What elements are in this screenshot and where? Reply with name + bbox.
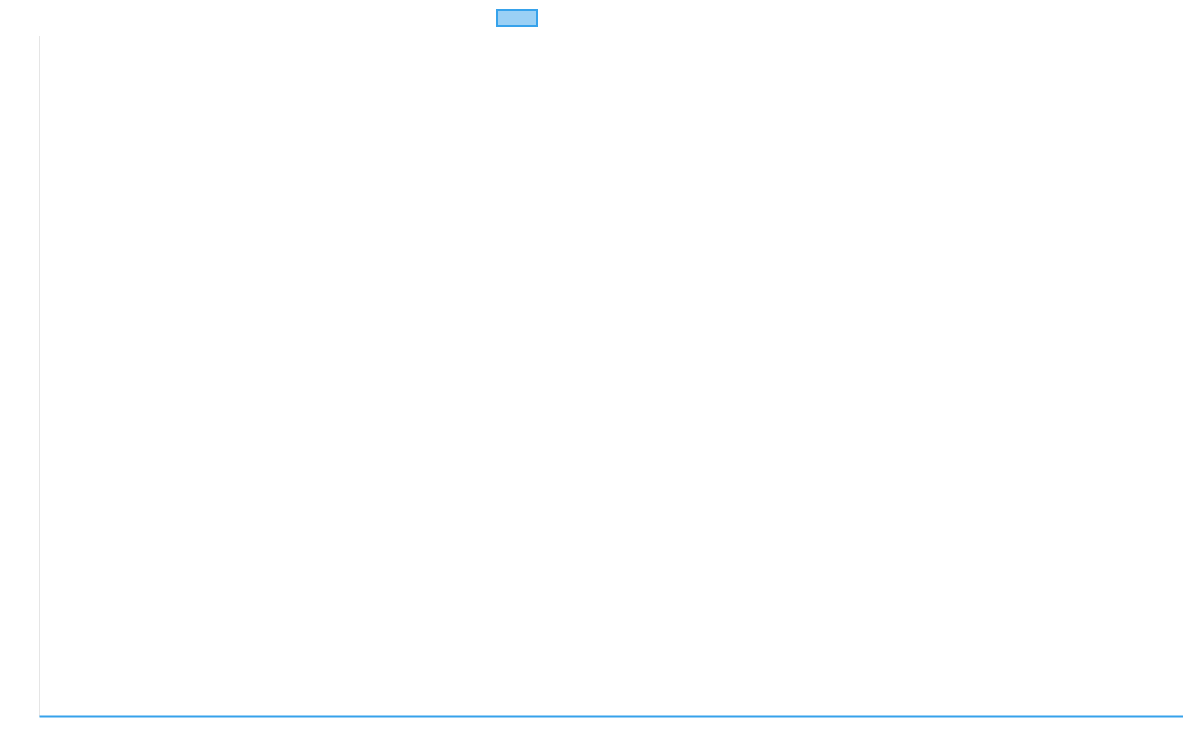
legend-swatch [496,9,538,27]
chart-legend [0,9,1200,27]
legend-item-series-1[interactable] [496,9,544,27]
